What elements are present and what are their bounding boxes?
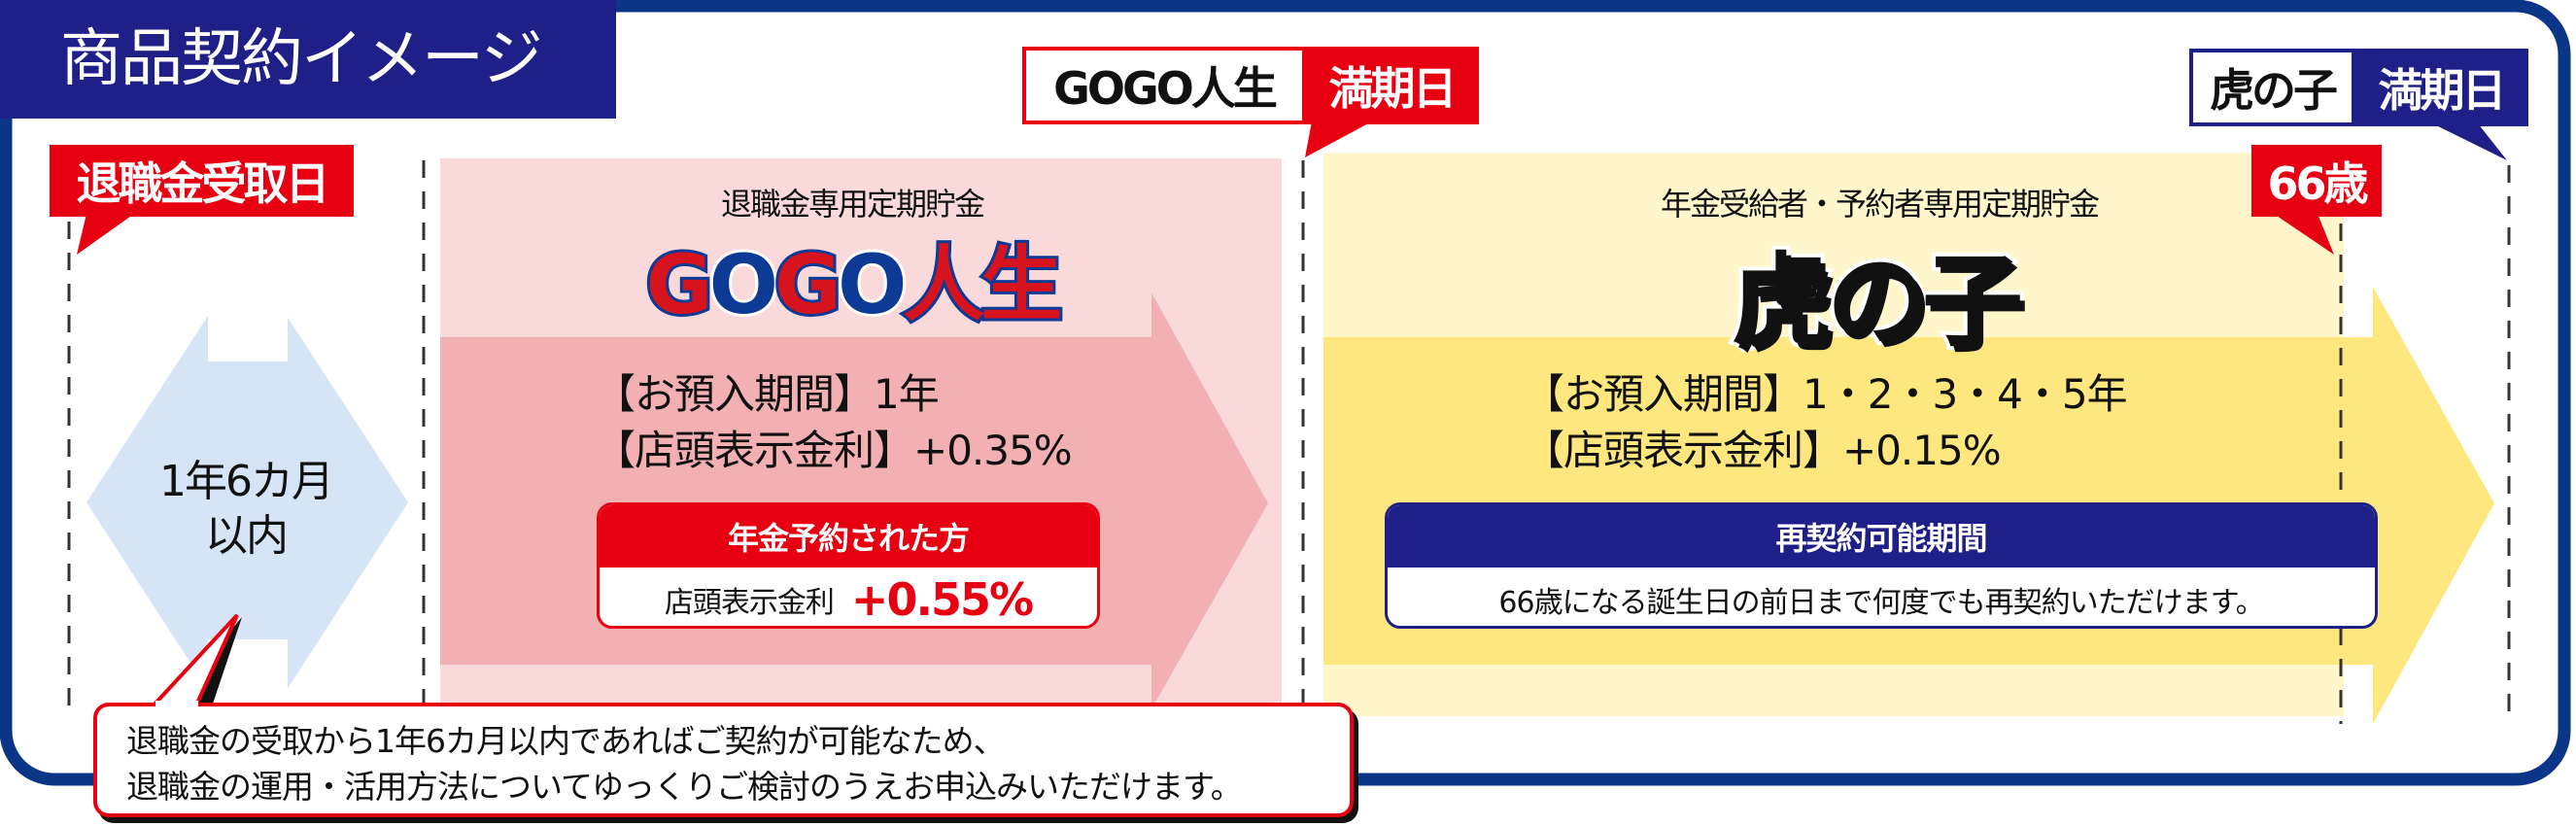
window-text: 1年6カ月 以内 xyxy=(159,455,334,564)
gogo-logo: GOGO人生 xyxy=(643,220,1066,337)
note-callout: 退職金の受取から1年6カ月以内であればご契約が可能なため、 退職金の運用・活用方… xyxy=(93,703,1354,817)
gogo-period: 【お預入期間】1年 xyxy=(595,370,940,418)
gogo-logo-o1: O xyxy=(706,234,781,335)
note-line1: 退職金の受取から1年6カ月以内であればご契約が可能なため、 xyxy=(126,722,1006,760)
retirement-pointer xyxy=(77,214,134,255)
age66-pointer xyxy=(2274,214,2334,255)
tora-rate: 【店頭表示金利】+0.15% xyxy=(1524,427,2002,474)
tora-terms: 【お預入期間】1・2・3・4・5年 【店頭表示金利】+0.15% xyxy=(1524,366,2128,479)
gogo-logo-jinsei: 人生 xyxy=(900,234,1065,335)
gogo-subtitle: 退職金専用定期貯金 xyxy=(720,186,985,223)
retirement-date-tag: 退職金受取日 xyxy=(50,145,354,217)
gogo-arrow xyxy=(440,293,1268,709)
hexagon-notch-top xyxy=(208,313,288,361)
tora-maturity-label: 満期日 xyxy=(2353,49,2528,126)
pension-box-body: 店頭表示金利 +0.55% xyxy=(600,568,1097,626)
pension-rate-label: 店頭表示金利 xyxy=(664,586,835,620)
tora-period: 【お預入期間】1・2・3・4・5年 xyxy=(1524,370,2128,418)
tora-subtitle: 年金受給者・予約者専用定期貯金 xyxy=(1660,186,2100,223)
tora-maturity-pointer xyxy=(2432,123,2507,160)
gogo-rate: 【店頭表示金利】+0.35% xyxy=(595,427,1073,474)
renewal-box-body: 66歳になる誕生日の前日まで何度でも再契約いただけます。 xyxy=(1498,586,2264,620)
gogo-maturity-product: GOGO人生 xyxy=(1022,47,1306,124)
renewal-period-box: 再契約可能期間 66歳になる誕生日の前日まで何度でも再契約いただけます。 xyxy=(1385,502,2378,629)
tora-maturity-product: 虎の子 xyxy=(2189,49,2355,126)
gogo-logo-o2: O xyxy=(835,234,910,335)
pension-rate-value: +0.55% xyxy=(850,573,1034,626)
window-line2: 以内 xyxy=(205,511,289,561)
note-line2: 退職金の運用・活用方法についてゆっくりご検討のうえお申込みいただけます。 xyxy=(126,768,1243,806)
window-hexagon xyxy=(86,316,408,690)
renewal-box-header: 再契約可能期間 xyxy=(1388,505,2375,568)
gogo-maturity-label: 満期日 xyxy=(1304,47,1479,124)
age66-tag: 66歳 xyxy=(2251,145,2382,217)
pension-box-header: 年金予約された方 xyxy=(600,505,1097,568)
gogo-maturity-pointer xyxy=(1305,121,1372,157)
gogo-logo-g2: G xyxy=(772,234,844,335)
pension-reserved-box: 年金予約された方 店頭表示金利 +0.55% xyxy=(597,502,1100,629)
timeline-dashes xyxy=(67,160,2511,724)
window-line1: 1年6カ月 xyxy=(159,457,334,506)
gogo-logo-g1: G xyxy=(643,234,716,335)
page-title: 商品契約イメージ xyxy=(0,0,616,119)
gogo-terms: 【お預入期間】1年 【店頭表示金利】+0.35% xyxy=(595,366,1073,479)
tora-logo: 虎の子 xyxy=(1728,238,2027,364)
